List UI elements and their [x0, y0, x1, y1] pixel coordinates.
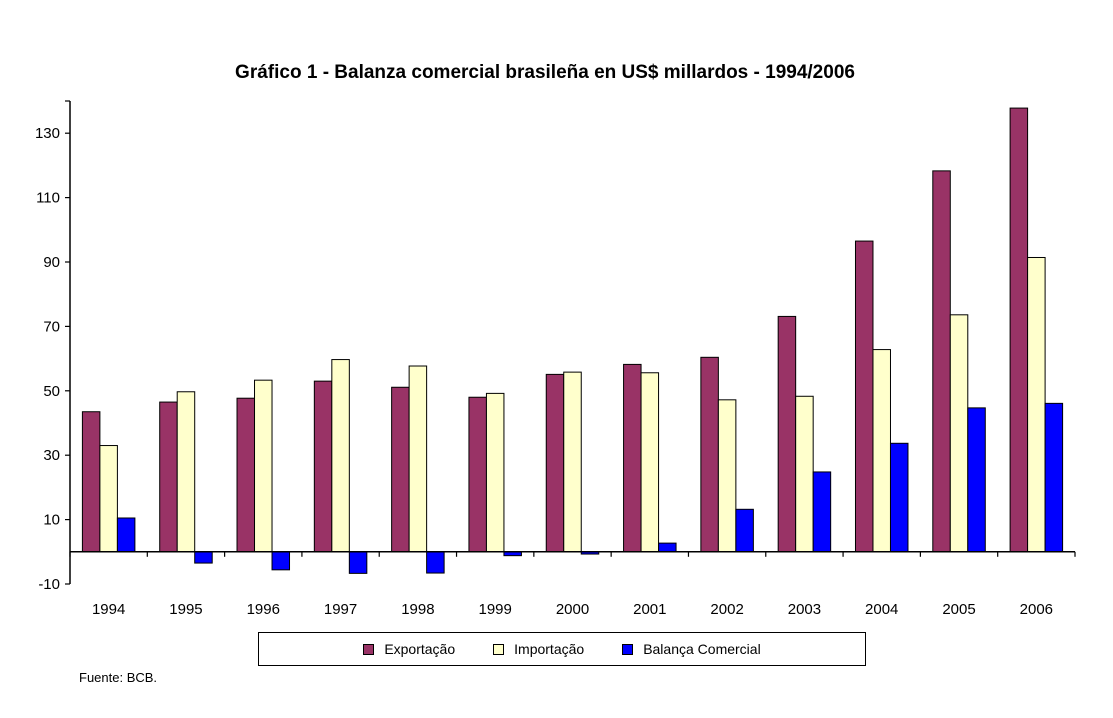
x-tick-label-2001: 2001: [633, 601, 666, 618]
y-tick-label: 90: [43, 254, 60, 271]
bar-balanca-comercial-2005: [967, 407, 986, 553]
bar-exportacao-1994: [81, 411, 101, 553]
y-tick-label: 130: [35, 125, 60, 142]
x-tick-label-2003: 2003: [788, 601, 821, 618]
y-tick-label: 50: [43, 383, 60, 400]
legend-swatch-importacao: [493, 643, 505, 655]
axis-layer: -10 10 30 50 70 90 110 130 1994 1995 1996 1997 1998 1…: [35, 100, 1076, 618]
bar-exportacao-2006: [1009, 107, 1029, 553]
x-tick-label-2005: 2005: [942, 601, 975, 618]
bar-balanca-comercial-1994: [116, 517, 136, 553]
y-tick-label: -10: [38, 576, 60, 593]
x-tick-label-1996: 1996: [247, 601, 280, 618]
bar-balanca-comercial-1996: [271, 551, 291, 571]
bar-importacao-2000: [563, 371, 582, 553]
x-tick-label-1999: 1999: [479, 601, 512, 618]
bar-exportacao-2003: [777, 315, 797, 553]
bar-balanca-comercial-2003: [812, 471, 832, 553]
legend-swatch-balanca-comercial: [622, 643, 634, 655]
bar-exportacao-1996: [236, 397, 256, 553]
x-tick-label-2000: 2000: [556, 601, 589, 618]
bar-exportacao-1999: [468, 396, 487, 553]
bar-chart: -10 10 30 50 70 90 110 130 1994 1995 1996 1997 1998 1…: [35, 100, 1076, 618]
legend-item-balanca-comercial: Balança Comercial: [622, 641, 761, 657]
bar-balanca-comercial-2004: [889, 442, 909, 553]
legend-swatch-exportacao: [363, 643, 375, 655]
x-tick-label-1998: 1998: [401, 601, 434, 618]
bar-exportacao-2005: [932, 170, 951, 553]
bar-importacao-1996: [254, 379, 273, 553]
bar-importacao-2006: [1027, 256, 1046, 553]
source-note: Fuente: BCB.: [79, 670, 158, 685]
bar-importacao-2005: [949, 314, 969, 553]
bar-balanca-comercial-1997: [348, 551, 368, 574]
legend-label-balanca-comercial: Balança Comercial: [643, 641, 761, 657]
bar-exportacao-2004: [854, 240, 874, 553]
legend-item-importacao: Importação: [493, 641, 584, 657]
bar-importacao-1997: [331, 359, 350, 553]
bar-exportacao-2001: [623, 363, 642, 553]
bar-exportacao-1995: [159, 401, 178, 553]
bar-importacao-2004: [872, 349, 891, 553]
x-tick-label-2006: 2006: [1020, 601, 1053, 618]
bar-importacao-2002: [717, 399, 737, 553]
bar-importacao-1999: [485, 392, 505, 553]
legend-label-exportacao: Exportação: [384, 641, 456, 657]
bar-balanca-comercial-1998: [426, 551, 445, 574]
x-tick-label-1995: 1995: [169, 601, 202, 618]
legend-label-importacao: Importação: [514, 641, 585, 657]
bar-balanca-comercial-2006: [1044, 402, 1064, 553]
bar-importacao-2001: [640, 372, 660, 553]
bar-importacao-1998: [408, 365, 428, 553]
bar-exportacao-1997: [313, 380, 333, 553]
legend-item-exportacao: Exportação: [363, 641, 455, 657]
x-tick-label-2004: 2004: [865, 601, 898, 618]
bar-importacao-1995: [176, 391, 196, 553]
x-tick-label-1997: 1997: [324, 601, 357, 618]
y-tick-label: 110: [36, 190, 60, 207]
bar-exportacao-2000: [545, 373, 565, 553]
legend: Exportação Importação Balança Comercial: [258, 632, 866, 666]
bar-balanca-comercial-2002: [735, 508, 754, 553]
y-tick-label: 70: [43, 318, 60, 335]
bars-layer: [81, 107, 1064, 574]
y-tick-label: 30: [43, 447, 60, 464]
x-tick-label-2002: 2002: [710, 601, 743, 618]
bar-balanca-comercial-1995: [194, 551, 213, 564]
chart-title: Gráfico 1 - Balanza comercial brasileña …: [235, 62, 855, 83]
bar-importacao-1994: [99, 445, 118, 553]
y-tick-label: 10: [43, 512, 60, 529]
bar-importacao-2003: [795, 395, 814, 553]
bar-balanca-comercial-2001: [658, 542, 677, 553]
bar-exportacao-2002: [700, 356, 719, 553]
bar-exportacao-1998: [391, 386, 410, 553]
x-tick-label-1994: 1994: [92, 601, 125, 618]
